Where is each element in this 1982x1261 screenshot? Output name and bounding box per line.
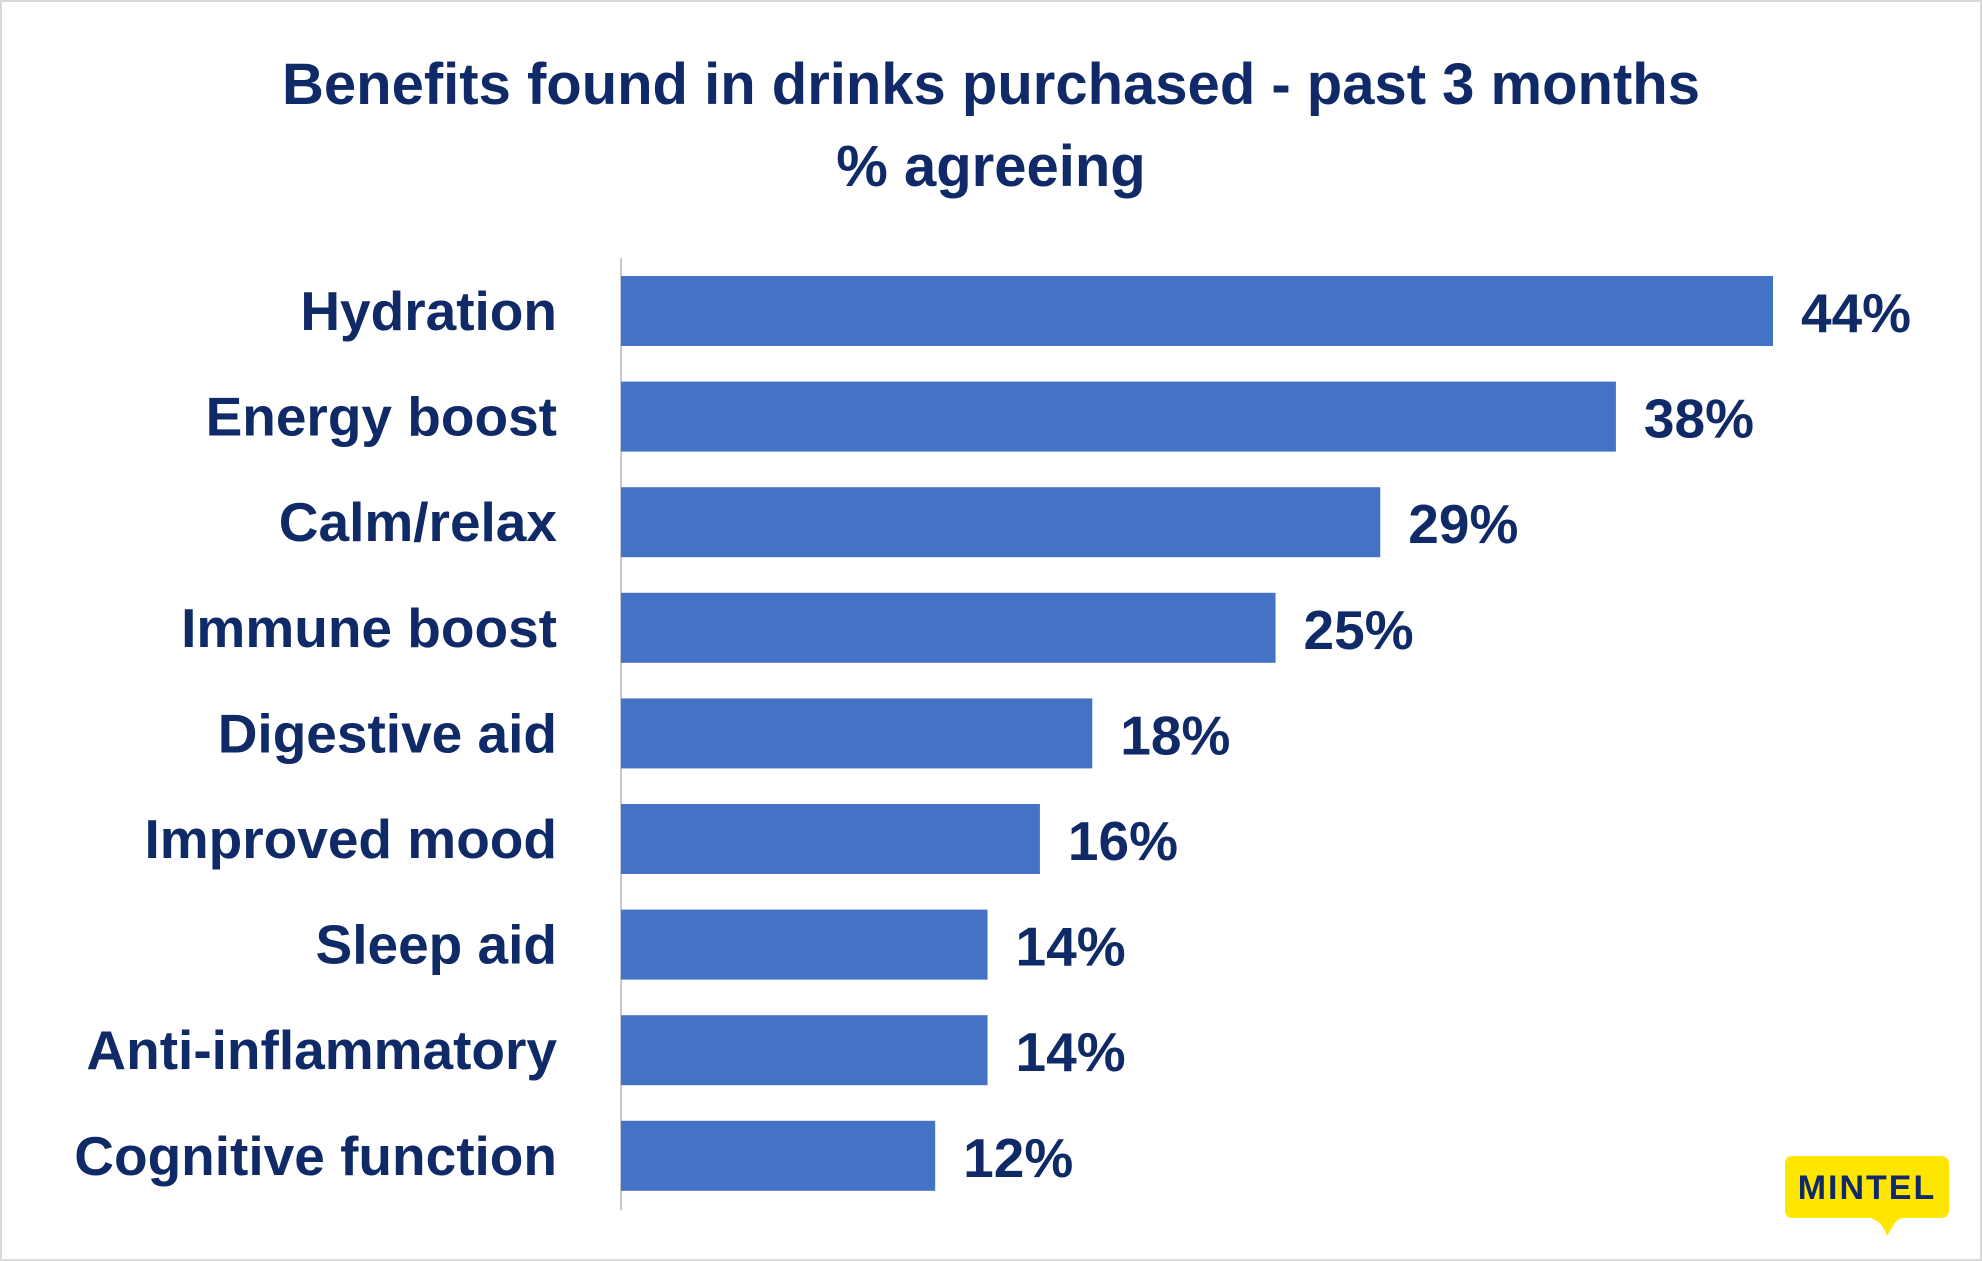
value-label: 44% xyxy=(1801,282,1911,344)
bar-sleep-aid xyxy=(621,909,988,980)
bar-improved-mood xyxy=(621,804,1040,874)
bar-cognitive-function xyxy=(621,1120,936,1191)
chart-title-block: Benefits found in drinks purchased - pas… xyxy=(0,44,1982,208)
logo-text: MINTEL xyxy=(1798,1169,1937,1207)
bar-immune-boost xyxy=(621,592,1276,663)
value-label: 16% xyxy=(1068,810,1178,872)
value-label: 38% xyxy=(1644,388,1754,450)
bars-group: Hydration 44% Energy boost 38% Calm/relax 29%… xyxy=(74,276,1911,1191)
category-label: Cognitive function xyxy=(74,1125,557,1187)
value-label: 14% xyxy=(1016,916,1126,978)
bar-hydration xyxy=(621,276,1773,346)
value-label: 25% xyxy=(1304,599,1414,661)
value-label: 18% xyxy=(1120,704,1230,766)
bar-digestive-aid xyxy=(621,698,1093,769)
chart-title: Benefits found in drinks purchased - pas… xyxy=(282,52,1700,117)
chart-subtitle: % agreeing xyxy=(836,134,1146,199)
category-label: Hydration xyxy=(300,280,557,342)
category-label: Immune boost xyxy=(181,597,557,659)
category-label: Energy boost xyxy=(206,386,557,448)
bar-energy-boost xyxy=(621,381,1616,452)
bar-calm-relax xyxy=(621,487,1381,558)
category-label: Calm/relax xyxy=(279,491,558,553)
category-label: Improved mood xyxy=(144,808,557,870)
mintel-logo: MINTEL xyxy=(1783,1154,1951,1238)
value-label: 29% xyxy=(1408,493,1518,555)
category-label: Anti-inflammatory xyxy=(86,1019,557,1081)
value-label: 12% xyxy=(963,1127,1073,1189)
category-label: Digestive aid xyxy=(218,702,557,764)
bar-anti-inflammatory xyxy=(621,1015,988,1086)
category-label: Sleep aid xyxy=(316,914,557,976)
value-label: 14% xyxy=(1016,1021,1126,1083)
logo-badge-shape xyxy=(1785,1156,1949,1236)
